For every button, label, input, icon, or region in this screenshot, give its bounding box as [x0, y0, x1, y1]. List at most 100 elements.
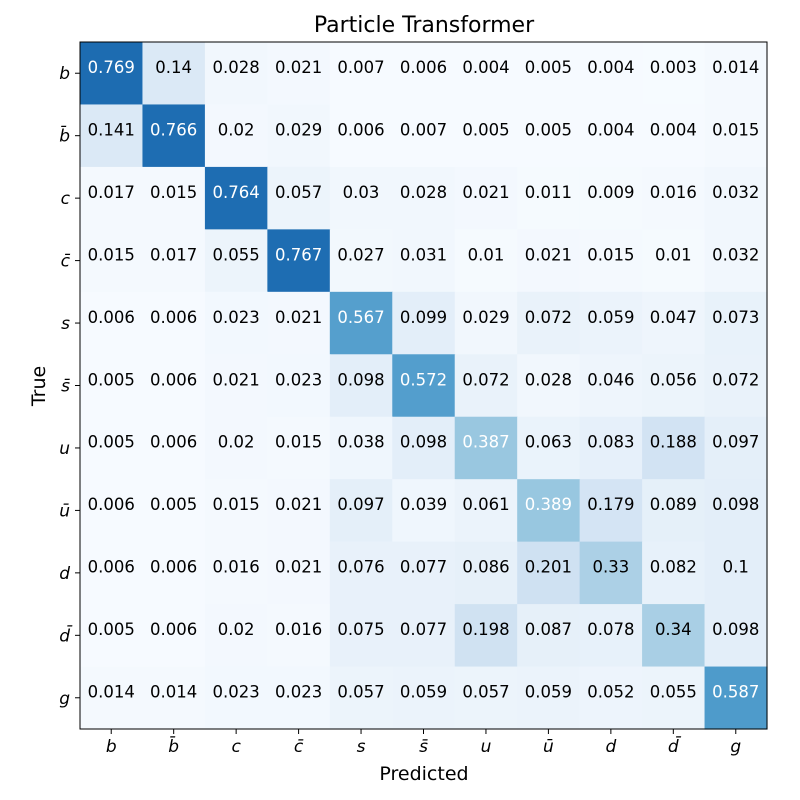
- cell-value-label: 0.006: [88, 308, 135, 327]
- cell-value-label: 0.086: [462, 558, 509, 577]
- heatmap-cell: [80, 42, 144, 106]
- heatmap-cell: [267, 479, 331, 543]
- cell-value-label: 0.021: [275, 58, 322, 77]
- cell-value-label: 0.057: [275, 183, 322, 202]
- cell-value-label: 0.201: [525, 558, 572, 577]
- heatmap-cell: [80, 354, 144, 418]
- cell-value-label: 0.023: [275, 370, 322, 389]
- x-tick-label: u: [481, 737, 492, 757]
- heatmap-cell: [642, 291, 706, 355]
- heatmap-cell: [329, 666, 393, 730]
- cell-value-label: 0.075: [337, 620, 384, 639]
- x-tick-label: d: [605, 737, 616, 757]
- heatmap-cell: [454, 229, 518, 293]
- y-tick-label: b: [59, 64, 70, 84]
- heatmap-cell: [642, 166, 706, 230]
- heatmap-cell: [392, 666, 456, 730]
- cell-value-label: 0.072: [525, 308, 572, 327]
- heatmap-cell: [329, 166, 393, 230]
- cell-value-label: 0.028: [400, 183, 447, 202]
- heatmap-cell: [704, 416, 768, 480]
- cell-value-label: 0.769: [88, 58, 135, 77]
- heatmap-cell: [642, 104, 706, 168]
- heatmap-cell: [142, 604, 206, 668]
- heatmap-cell: [579, 229, 643, 293]
- cell-value-label: 0.016: [275, 620, 322, 639]
- heatmap-cell: [579, 42, 643, 106]
- cell-value-label: 0.01: [655, 245, 692, 264]
- cell-value-label: 0.023: [275, 683, 322, 702]
- heatmap-cell: [517, 354, 581, 418]
- x-tick-label: g: [730, 737, 741, 757]
- cell-value-label: 0.006: [150, 433, 197, 452]
- heatmap-cell: [704, 166, 768, 230]
- heatmap-cell: [642, 354, 706, 418]
- cell-value-label: 0.015: [587, 245, 634, 264]
- cell-value-label: 0.766: [150, 120, 197, 139]
- cell-value-label: 0.028: [525, 370, 572, 389]
- cell-value-label: 0.021: [275, 308, 322, 327]
- cell-value-label: 0.004: [587, 58, 634, 77]
- cell-value-label: 0.061: [462, 495, 509, 514]
- cell-value-label: 0.021: [213, 370, 260, 389]
- cell-value-label: 0.047: [650, 308, 697, 327]
- heatmap-cell: [392, 479, 456, 543]
- cell-value-label: 0.059: [400, 683, 447, 702]
- chart-title: Particle Transformer: [314, 13, 535, 38]
- cell-value-label: 0.005: [525, 120, 572, 139]
- cell-value-label: 0.014: [150, 683, 197, 702]
- cell-value-label: 0.028: [213, 58, 260, 77]
- heatmap-cell: [517, 541, 581, 605]
- heatmap-cell: [579, 666, 643, 730]
- cell-value-label: 0.087: [525, 620, 572, 639]
- heatmap-cell: [642, 479, 706, 543]
- cell-value-label: 0.072: [712, 370, 759, 389]
- heatmap-cell: [704, 42, 768, 106]
- y-tick-label: g: [59, 689, 70, 709]
- cell-value-label: 0.011: [525, 183, 572, 202]
- cell-value-label: 0.34: [655, 620, 692, 639]
- cell-value-label: 0.016: [650, 183, 697, 202]
- cell-value-label: 0.764: [213, 183, 260, 202]
- heatmap-cell: [267, 604, 331, 668]
- heatmap-cells: [80, 42, 768, 730]
- heatmap-cell: [579, 416, 643, 480]
- cell-value-label: 0.02: [218, 433, 255, 452]
- heatmap-cell: [704, 604, 768, 668]
- heatmap-cell: [454, 666, 518, 730]
- heatmap-cell: [704, 104, 768, 168]
- heatmap-cell: [517, 604, 581, 668]
- x-tick-label: s̄: [419, 737, 428, 757]
- cell-value-label: 0.33: [592, 558, 629, 577]
- heatmap-cell: [329, 479, 393, 543]
- cell-value-label: 0.005: [88, 433, 135, 452]
- cell-value-label: 0.006: [150, 308, 197, 327]
- cell-value-label: 0.567: [337, 308, 384, 327]
- heatmap-cell: [142, 166, 206, 230]
- y-tick-label: d: [59, 564, 70, 584]
- cell-value-label: 0.387: [462, 433, 509, 452]
- cell-value-label: 0.089: [650, 495, 697, 514]
- heatmap-cell: [517, 229, 581, 293]
- heatmap-cell: [642, 604, 706, 668]
- x-tick-label: c̄: [294, 737, 304, 757]
- cell-value-label: 0.077: [400, 620, 447, 639]
- cell-value-label: 0.007: [337, 58, 384, 77]
- x-tick-label: c: [231, 737, 241, 757]
- heatmap-cell: [80, 666, 144, 730]
- cell-value-label: 0.006: [337, 120, 384, 139]
- heatmap-cell: [329, 416, 393, 480]
- cell-value-label: 0.014: [712, 58, 759, 77]
- heatmap-cell: [642, 416, 706, 480]
- cell-value-label: 0.016: [213, 558, 260, 577]
- cell-value-label: 0.031: [400, 245, 447, 264]
- x-axis-ticks: b b̄ c c̄ s s̄ u ū d d̄ g: [106, 729, 741, 757]
- cell-value-label: 0.029: [462, 308, 509, 327]
- cell-value-label: 0.032: [712, 245, 759, 264]
- heatmap-cell: [579, 104, 643, 168]
- cell-value-label: 0.004: [462, 58, 509, 77]
- heatmap-cell: [142, 104, 206, 168]
- cell-value-label: 0.082: [650, 558, 697, 577]
- heatmap-cell: [454, 291, 518, 355]
- heatmap-cell: [204, 666, 268, 730]
